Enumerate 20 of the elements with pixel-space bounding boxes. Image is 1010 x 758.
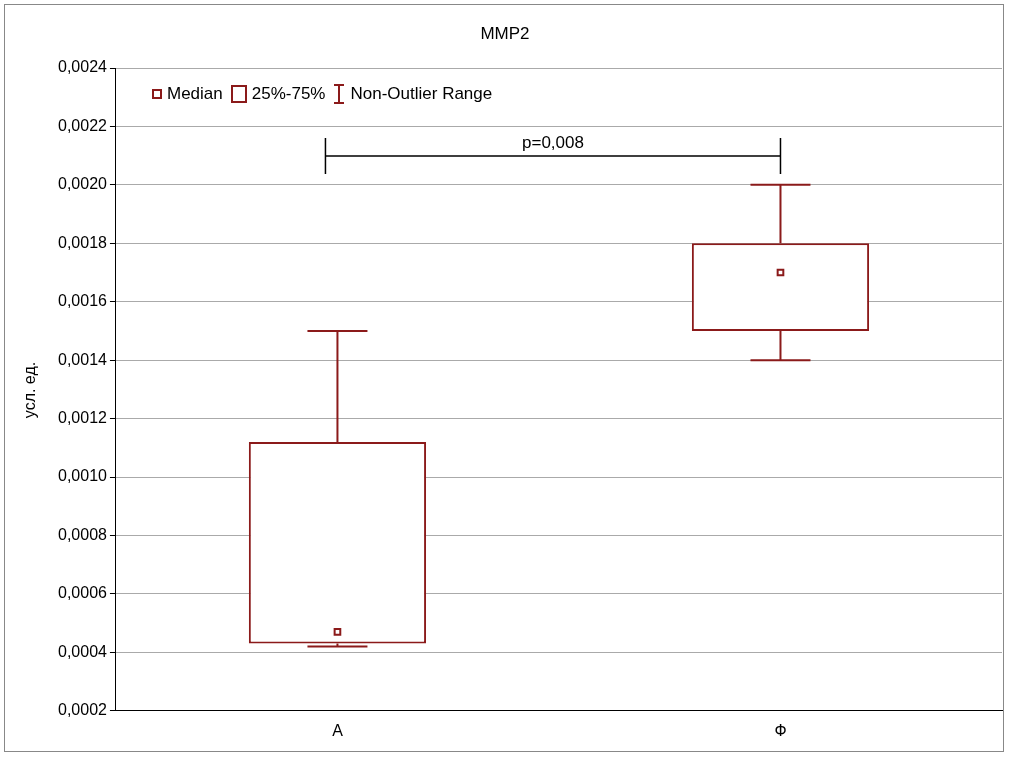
- chart-title: MMP2: [479, 24, 531, 44]
- y-tick-label: 0,0018: [58, 233, 108, 251]
- annotation: 25%-75%: [251, 84, 326, 104]
- annotation: p=0,008: [522, 133, 584, 153]
- y-tick-label: 0,0010: [58, 467, 108, 485]
- y-tick-label: 0,0024: [58, 58, 108, 76]
- y-tick-label: 0,0002: [58, 701, 108, 719]
- y-axis-title: усл. ед.: [21, 361, 39, 419]
- y-tick-label: 0,0022: [58, 116, 108, 134]
- y-tick-label: 0,0008: [58, 525, 108, 543]
- y-tick-label: 0,0004: [58, 642, 108, 660]
- y-tick-label: 0,0012: [58, 409, 108, 427]
- y-tick-label: 0,0006: [58, 584, 108, 602]
- x-tick-label: А: [332, 721, 344, 739]
- y-tick-label: 0,0020: [58, 175, 108, 193]
- annotation: Median: [167, 84, 223, 104]
- x-tick-label: Ф: [774, 721, 787, 739]
- y-tick-label: 0,0014: [58, 350, 108, 368]
- y-tick-label: 0,0016: [58, 292, 108, 310]
- annotation: Non-Outlier Range: [350, 84, 493, 104]
